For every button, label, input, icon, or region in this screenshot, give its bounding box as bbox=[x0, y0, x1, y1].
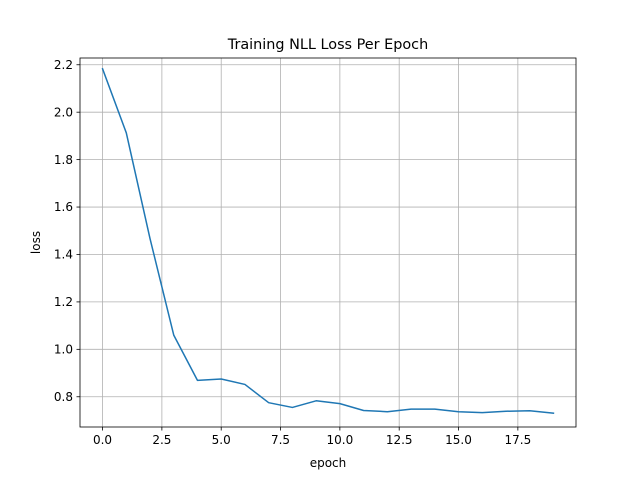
y-tick-label: 0.8 bbox=[54, 390, 73, 404]
x-axis-label: epoch bbox=[310, 456, 347, 470]
x-tick-label: 15.0 bbox=[445, 433, 472, 447]
y-tick-label: 1.2 bbox=[54, 295, 73, 309]
series-layer bbox=[101, 67, 555, 414]
y-axis-label: loss bbox=[29, 231, 43, 254]
x-tick-label: 10.0 bbox=[327, 433, 354, 447]
plot-area-background bbox=[80, 58, 576, 427]
y-tick-label: 2.2 bbox=[54, 58, 73, 72]
x-tick-label: 5.0 bbox=[212, 433, 231, 447]
y-tick-label: 1.4 bbox=[54, 248, 73, 262]
y-tick-label: 2.0 bbox=[54, 105, 73, 119]
x-tick-label: 0.0 bbox=[93, 433, 112, 447]
y-tick-label: 1.8 bbox=[54, 153, 73, 167]
x-tick-label: 2.5 bbox=[152, 433, 171, 447]
x-tick-label: 17.5 bbox=[504, 433, 531, 447]
y-tick-label: 1.6 bbox=[54, 200, 73, 214]
y-tick-label: 1.0 bbox=[54, 343, 73, 357]
ticks: 0.0 2.5 5.0 7.5 10.0 12.5 15.0 17.5 0.8 1.0 1.2 1.4… bbox=[54, 58, 531, 447]
plot-frame bbox=[79, 57, 577, 428]
grid bbox=[80, 58, 576, 427]
x-tick-label: 12.5 bbox=[386, 433, 413, 447]
series-line bbox=[101, 67, 555, 414]
chart-title: Training NLL Loss Per Epoch bbox=[227, 37, 428, 53]
x-tick-label: 7.5 bbox=[271, 433, 290, 447]
